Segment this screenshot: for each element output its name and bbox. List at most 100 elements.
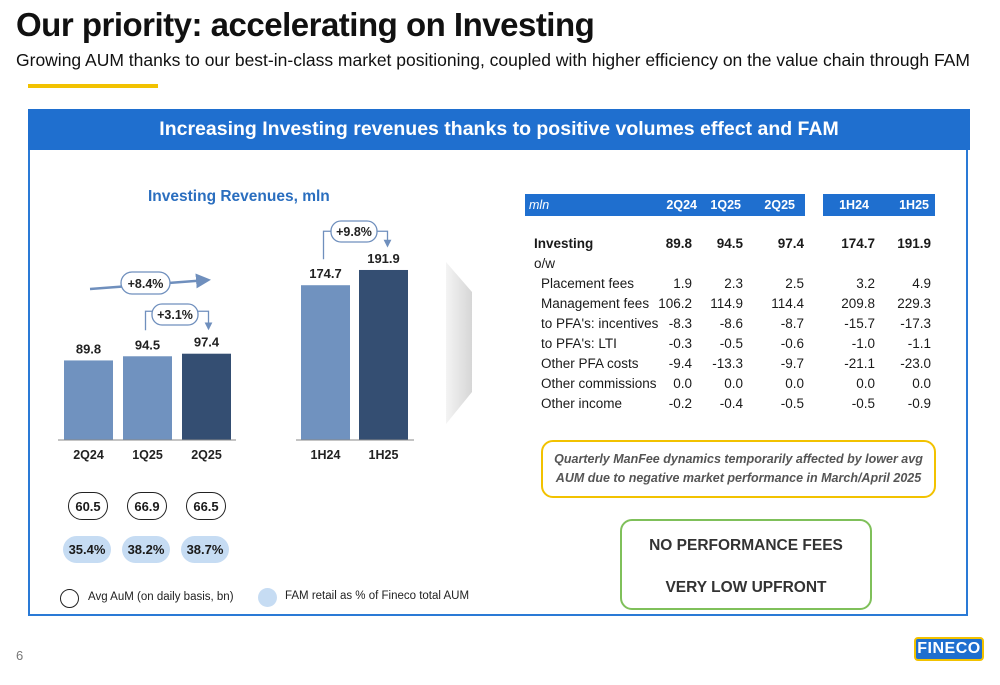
table-column-header: 1H25 <box>899 198 929 212</box>
separator-chevron <box>446 262 472 424</box>
category-label: 2Q25 <box>191 448 222 462</box>
table-cell: -21.1 <box>844 356 875 371</box>
table-row: to PFA's: LTI -0.3 -0.5 -0.6 -1.0 -1.1 <box>525 334 935 354</box>
table-cell: -15.7 <box>844 316 875 331</box>
bar-2q24 <box>64 360 113 440</box>
bar-value-label: 97.4 <box>194 335 220 350</box>
table-row: Other income -0.2 -0.4 -0.5 -0.5 -0.9 <box>525 394 935 414</box>
table-cell: 0.0 <box>724 376 743 391</box>
fam-share-pill: 38.2% <box>122 536 170 563</box>
row-label: Management fees <box>541 296 650 311</box>
table-cell: 0.0 <box>856 376 875 391</box>
table-header-band-quarters <box>525 194 805 216</box>
bar-2q25 <box>182 353 231 440</box>
table-cell: 89.8 <box>665 236 692 251</box>
table-cell: -0.9 <box>907 396 931 411</box>
table-cell: 114.9 <box>710 296 743 311</box>
table-cell: -8.3 <box>668 316 692 331</box>
page-subtitle: Growing AUM thanks to our best-in-class … <box>16 50 970 70</box>
row-label: to PFA's: incentives <box>541 316 659 331</box>
table-cell: -0.3 <box>668 336 692 351</box>
growth-bubble <box>151 303 199 326</box>
bar-value-label: 94.5 <box>135 337 160 352</box>
avg-aum-pill: 66.9 <box>127 492 167 520</box>
manfee-note: Quarterly ManFee dynamics temporarily af… <box>541 440 936 498</box>
highlight-no-performance-fees: NO PERFORMANCE FEES <box>649 537 843 554</box>
table-cell: -17.3 <box>900 316 931 331</box>
table-row: o/w <box>525 254 935 274</box>
table-cell: 1.9 <box>673 276 692 291</box>
table-cell: 2.5 <box>785 276 804 291</box>
growth-bubble <box>120 271 171 295</box>
table-cell: 94.5 <box>716 236 743 251</box>
fam-share-pill: 38.7% <box>181 536 229 563</box>
avg-aum-pill: 66.5 <box>186 492 226 520</box>
bar-value-label: 174.7 <box>309 266 342 281</box>
table-cell: -0.4 <box>719 396 743 411</box>
category-label: 1H24 <box>311 448 341 462</box>
table-cell: 2.3 <box>724 276 743 291</box>
growth-bubble <box>330 220 378 243</box>
growth-label: +3.1% <box>157 308 193 322</box>
note-line: AUM due to negative market performance i… <box>555 471 922 485</box>
page-title: Our priority: accelerating on Investing <box>16 6 595 43</box>
legend-avg-aum-icon <box>60 589 79 608</box>
table-row: Other PFA costs -9.4 -13.3 -9.7 -21.1 -2… <box>525 354 935 374</box>
highlight-very-low-upfront: VERY LOW UPFRONT <box>665 579 827 596</box>
table-cell: 191.9 <box>897 236 931 251</box>
category-label: 2Q24 <box>73 448 104 462</box>
table-row: Other commissions 0.0 0.0 0.0 0.0 0.0 <box>525 374 935 394</box>
growth-label: +9.8% <box>336 225 372 239</box>
accent-line <box>28 84 158 88</box>
legend-avg-aum-label: Avg AuM (on daily basis, bn) <box>88 591 234 603</box>
table-cell: 0.0 <box>785 376 804 391</box>
table-cell: 114.4 <box>771 296 804 311</box>
highlights-box: NO PERFORMANCE FEES VERY LOW UPFRONT <box>620 519 872 610</box>
table-cell: -8.6 <box>719 316 743 331</box>
bar-1q25 <box>123 356 172 440</box>
table-cell: -9.4 <box>668 356 692 371</box>
fineco-logo: FINECO <box>914 637 984 661</box>
table-row: Investing 89.8 94.5 97.4 174.7 191.9 <box>525 234 935 254</box>
table-column-header: 1Q25 <box>710 198 741 212</box>
bar-1h25 <box>359 269 408 440</box>
table-cell: 106.2 <box>658 296 692 311</box>
table-unit-label: mln <box>529 198 550 212</box>
row-label: Other commissions <box>541 376 657 391</box>
table-cell: 0.0 <box>673 376 692 391</box>
table-cell: 0.0 <box>912 376 931 391</box>
table-cell: -1.1 <box>907 336 931 351</box>
row-label: Investing <box>534 236 594 251</box>
table-header-band-halves <box>823 194 935 216</box>
legend-fam-share-label: FAM retail as % of Fineco total AUM <box>285 590 470 602</box>
table-cell: -13.3 <box>712 356 743 371</box>
table-cell: 97.4 <box>777 236 804 251</box>
table-cell: 4.9 <box>912 276 931 291</box>
table-row: to PFA's: incentives -8.3 -8.6 -8.7 -15.… <box>525 314 935 334</box>
table-column-header: 2Q24 <box>666 198 697 212</box>
table-cell: -0.6 <box>780 336 804 351</box>
table-cell: 3.2 <box>856 276 875 291</box>
row-label: o/w <box>534 256 556 271</box>
table-cell: -0.5 <box>780 396 804 411</box>
avg-aum-pill: 60.5 <box>68 492 108 520</box>
bar-1h24 <box>301 285 350 440</box>
table-column-header: 1H24 <box>839 198 869 212</box>
table-cell: 229.3 <box>897 296 931 311</box>
legend-fam-share-icon <box>258 588 277 607</box>
bar-value-label: 89.8 <box>76 341 101 356</box>
row-label: Placement fees <box>541 276 635 291</box>
row-label: Other income <box>541 396 623 411</box>
bar-value-label: 191.9 <box>367 251 400 266</box>
table-cell: -8.7 <box>780 316 804 331</box>
row-label: Other PFA costs <box>541 356 639 371</box>
row-label: to PFA's: LTI <box>541 336 617 351</box>
table-cell: -9.7 <box>780 356 804 371</box>
table-row: Management fees 106.2 114.9 114.4 209.8 … <box>525 294 935 314</box>
table-cell: -1.0 <box>851 336 875 351</box>
table-cell: 209.8 <box>841 296 875 311</box>
table-cell: -0.5 <box>851 396 875 411</box>
table-row: Placement fees 1.9 2.3 2.5 3.2 4.9 <box>525 274 935 294</box>
section-banner: Increasing Investing revenues thanks to … <box>28 109 970 150</box>
